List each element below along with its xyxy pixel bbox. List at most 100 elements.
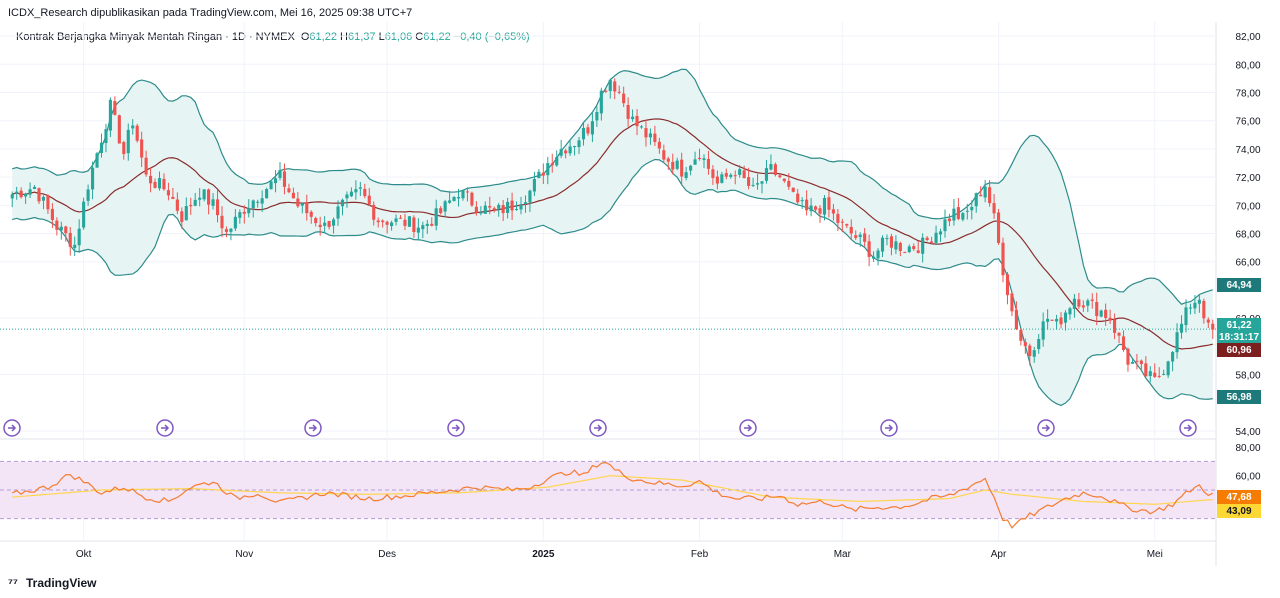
candle bbox=[86, 184, 90, 206]
candle-body bbox=[229, 228, 233, 232]
candle-body bbox=[1001, 242, 1005, 276]
candle-body bbox=[372, 204, 376, 220]
footer-brand-text: TradingView bbox=[26, 576, 97, 590]
time-tick-label: Des bbox=[378, 549, 396, 560]
low-label: L bbox=[378, 31, 385, 43]
candle-body bbox=[238, 212, 242, 218]
candle bbox=[425, 219, 429, 234]
candle bbox=[282, 163, 287, 195]
calendar-event-icon bbox=[447, 419, 465, 437]
price-tick-label: 80,00 bbox=[1235, 60, 1260, 71]
candle bbox=[385, 220, 389, 234]
candle bbox=[961, 211, 965, 222]
rsi-zone bbox=[0, 461, 1216, 519]
candle-body bbox=[952, 208, 956, 221]
candle bbox=[1166, 360, 1170, 378]
candle-body bbox=[68, 232, 72, 247]
candle-body bbox=[631, 116, 635, 120]
candle bbox=[184, 197, 188, 221]
candle-body bbox=[537, 171, 541, 179]
candle bbox=[1188, 303, 1193, 315]
candlestick-series bbox=[10, 78, 1215, 383]
candle bbox=[671, 153, 675, 175]
candle-body bbox=[738, 169, 742, 175]
time-tick-label: Apr bbox=[991, 549, 1007, 560]
candle-body bbox=[470, 192, 474, 206]
candle bbox=[251, 199, 255, 218]
candle bbox=[314, 216, 318, 227]
candle bbox=[1041, 312, 1045, 347]
candle-body bbox=[273, 178, 278, 184]
candle-body bbox=[1211, 323, 1215, 330]
candle-body bbox=[189, 204, 193, 207]
candle bbox=[1055, 314, 1059, 330]
candle bbox=[965, 203, 969, 220]
candle-body bbox=[162, 178, 166, 190]
candle-body bbox=[800, 200, 804, 202]
candle-body bbox=[894, 241, 898, 250]
candle-body bbox=[117, 115, 121, 144]
candle bbox=[590, 112, 594, 143]
price-tick-label: 74,00 bbox=[1235, 145, 1260, 156]
candle bbox=[336, 200, 340, 226]
time-tick-label: Okt bbox=[76, 549, 92, 560]
candle bbox=[546, 156, 550, 185]
candle bbox=[675, 157, 679, 171]
candle bbox=[648, 128, 652, 145]
candle bbox=[198, 188, 202, 207]
candle-body bbox=[715, 176, 719, 184]
candle bbox=[903, 251, 907, 254]
candle bbox=[211, 193, 215, 210]
candle bbox=[180, 207, 184, 229]
candle-body bbox=[898, 243, 902, 252]
candle-body bbox=[577, 140, 581, 148]
candle bbox=[697, 148, 702, 161]
candle-body bbox=[233, 216, 237, 229]
basis-price-label-text: 60,96 bbox=[1226, 345, 1251, 356]
candle bbox=[613, 78, 617, 100]
candle-body bbox=[791, 187, 795, 192]
candle-body bbox=[104, 129, 108, 144]
candle bbox=[1148, 366, 1152, 383]
candle-body bbox=[1099, 310, 1103, 317]
candle-body bbox=[483, 205, 487, 214]
candle bbox=[1086, 298, 1090, 313]
candle-body bbox=[211, 199, 215, 206]
candle-body bbox=[805, 199, 809, 211]
candle-body bbox=[528, 190, 532, 203]
candle-body bbox=[448, 200, 452, 203]
candle bbox=[55, 217, 59, 236]
candle-body bbox=[644, 128, 648, 138]
candle-body bbox=[778, 175, 782, 178]
candle-body bbox=[814, 206, 818, 210]
candle-body bbox=[979, 194, 983, 197]
candle bbox=[662, 144, 666, 164]
candle-body bbox=[135, 125, 139, 141]
rsi-pane bbox=[0, 460, 1216, 529]
candle-body bbox=[1037, 339, 1041, 350]
candle-body bbox=[599, 90, 603, 114]
change-value: −0,40 (−0,65%) bbox=[453, 31, 530, 43]
upper-band-price-label-bg bbox=[1217, 278, 1261, 292]
candle-body bbox=[506, 201, 510, 213]
price-tick-label: 82,00 bbox=[1235, 32, 1260, 43]
candle bbox=[82, 197, 86, 230]
candle-body bbox=[1193, 302, 1197, 309]
candle bbox=[1090, 293, 1094, 309]
candle bbox=[532, 171, 536, 197]
candle-body bbox=[291, 192, 295, 199]
candle-body bbox=[349, 191, 353, 197]
calendar-event-icon bbox=[156, 419, 174, 437]
candle-body bbox=[1086, 300, 1090, 306]
candle bbox=[220, 206, 224, 238]
candle-body bbox=[1041, 321, 1045, 340]
candle-body bbox=[461, 190, 465, 199]
candle bbox=[555, 150, 559, 167]
price-tick-label: 70,00 bbox=[1235, 201, 1260, 212]
calendar-event-icon bbox=[1179, 419, 1197, 437]
candle bbox=[805, 190, 809, 216]
candle-body bbox=[880, 237, 885, 252]
candle bbox=[474, 201, 478, 216]
candle-body bbox=[693, 159, 697, 165]
